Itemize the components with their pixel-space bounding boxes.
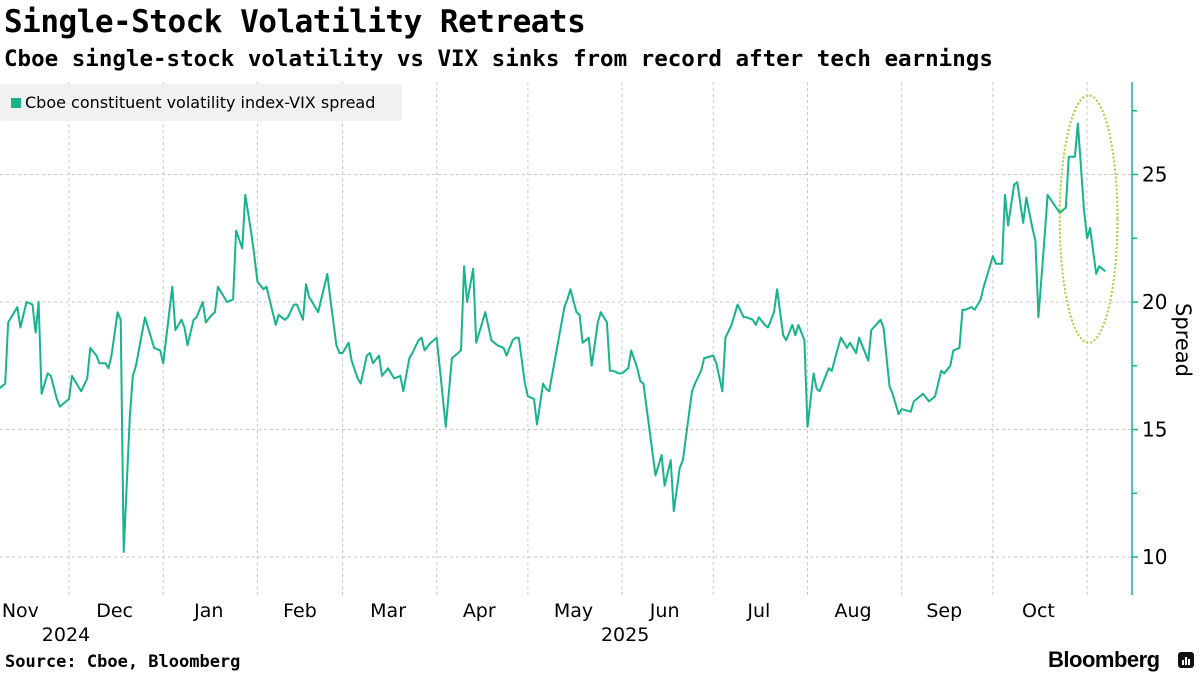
y-tick-label: 15 [1142,418,1167,442]
bloomberg-chart-icon [1178,652,1194,668]
legend: Cboe constituent volatility index-VIX sp… [0,84,402,121]
annotation-ellipse [1058,94,1119,344]
x-year-label: 2025 [601,624,649,646]
x-tick-label: Jun [649,600,680,622]
x-tick-label: Jul [746,600,770,622]
y-tick-label: 20 [1142,290,1167,314]
y-tick-label: 25 [1142,163,1167,187]
chart-subtitle: Cboe single-stock volatility vs VIX sink… [4,46,993,72]
x-tick-label: Aug [835,600,872,622]
x-tick-label: Oct [1022,600,1055,622]
y-axis-label: Spread [1171,303,1195,377]
x-tick-label: Jan [193,600,223,622]
y-tick-label: 10 [1142,545,1167,569]
legend-label: Cboe constituent volatility index-VIX sp… [25,93,376,112]
x-tick-label: Nov [2,600,39,622]
bloomberg-logo: Bloomberg [1048,647,1160,672]
chart-title: Single-Stock Volatility Retreats [4,4,586,40]
series-line [0,122,1106,553]
x-tick-label: Dec [96,600,133,622]
x-year-label: 2024 [42,624,90,646]
x-tick-label: May [554,600,593,622]
legend-swatch [11,97,21,108]
x-tick-label: Feb [283,600,317,622]
x-tick-label: Mar [370,600,406,622]
x-tick-label: Sep [926,600,962,622]
x-tick-label: Apr [463,600,496,622]
source-note: Source: Cboe, Bloomberg [5,652,241,672]
